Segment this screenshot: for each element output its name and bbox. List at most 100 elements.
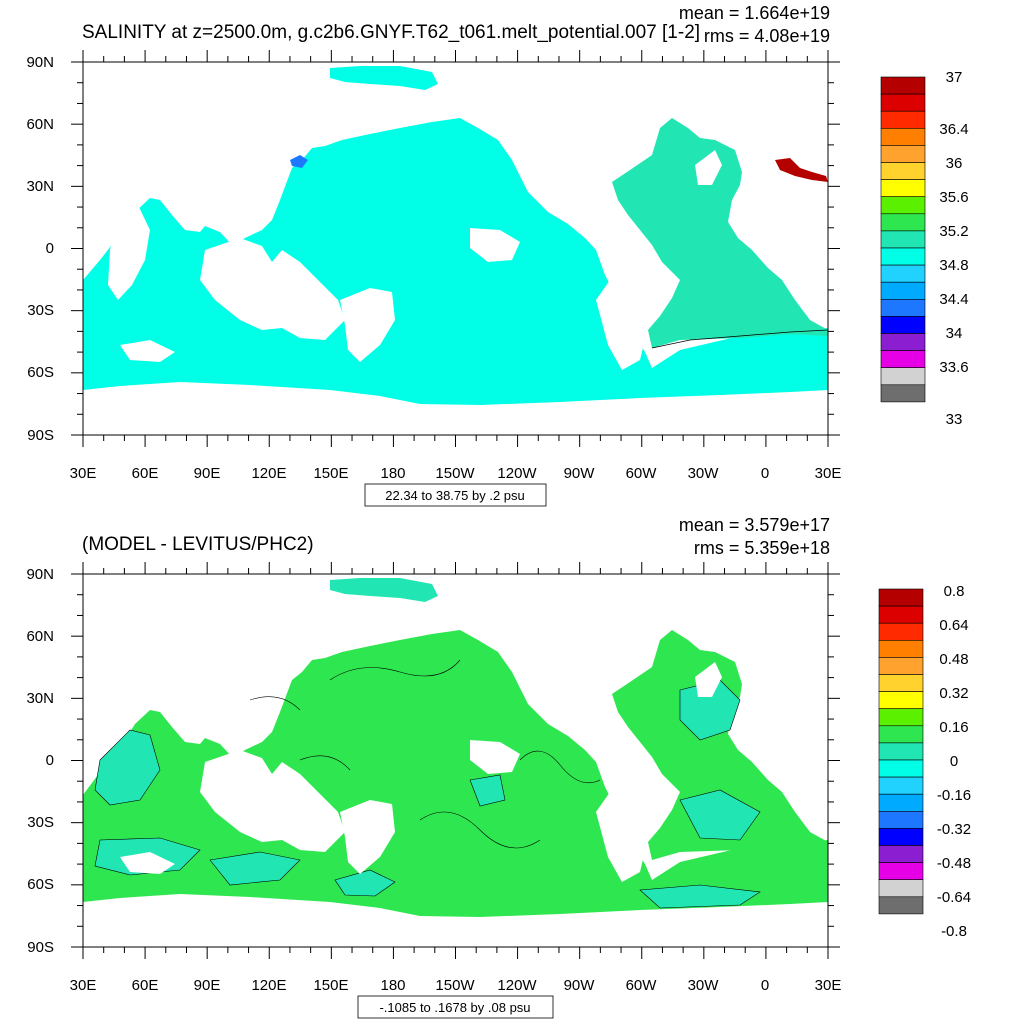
lon-label: 150W: [435, 977, 475, 994]
colorbar-label: 33: [946, 411, 963, 428]
top-contour-info-box: [364, 483, 547, 507]
colorbar-swatch: [880, 213, 926, 232]
lat-label: 60S: [27, 364, 54, 381]
bottom-contour-info: -.1085 to .1678 by .08 psu: [379, 1000, 530, 1015]
colorbar-swatch: [880, 350, 926, 369]
lon-label: 180: [380, 977, 405, 994]
colorbar-swatch: [878, 588, 924, 607]
lon-label: 30W: [688, 465, 720, 482]
lat-label: 30S: [27, 302, 54, 319]
bottom-contour-info-box: [357, 995, 554, 1019]
top-mean: mean = 1.664e+19: [679, 3, 830, 23]
top-colorbar-labels: 37 36.4 36 35.6 35.2 34.8 34.4 34 33.6 3…: [939, 69, 968, 428]
lat-label: 60S: [27, 876, 54, 893]
lon-label: 60W: [626, 977, 658, 994]
lon-label: 90E: [194, 977, 221, 994]
top-panel: SALINITY at z=2500.0m, g.c2b6.GNYF.T62_t…: [26, 3, 969, 507]
colorbar-swatch: [880, 333, 926, 351]
colorbar-label: 0.8: [944, 583, 965, 600]
lon-label: 30W: [688, 977, 720, 994]
colorbar-label: 0.48: [939, 651, 968, 668]
colorbar-swatch: [880, 230, 926, 249]
lon-label: 30E: [70, 977, 97, 994]
colorbar-label: 36: [946, 155, 963, 172]
colorbar-label: 34: [946, 325, 963, 342]
colorbar-swatch: [880, 179, 926, 198]
bottom-colorbar-labels: 0.8 0.64 0.48 0.32 0.16 0 -0.16 -0.32 -0…: [937, 583, 971, 940]
lat-label: 30N: [26, 178, 54, 195]
top-contour-info: 22.34 to 38.75 by .2 psu: [385, 488, 525, 503]
top-colorbar: [880, 76, 926, 403]
lon-label: 150E: [313, 977, 348, 994]
bottom-mean: mean = 3.579e+17: [679, 515, 830, 535]
top-rms: rms = 4.08e+19: [704, 26, 830, 46]
top-ocean: [83, 118, 828, 405]
lon-label: 90W: [564, 465, 596, 482]
colorbar-swatch: [878, 622, 924, 641]
top-arctic: [330, 66, 438, 90]
colorbar-label: 35.2: [939, 223, 968, 240]
colorbar-swatch: [878, 708, 924, 727]
lat-label: 30S: [27, 814, 54, 831]
colorbar-swatch: [880, 196, 926, 215]
colorbar-swatch: [880, 128, 926, 146]
lon-label: 60E: [132, 977, 159, 994]
colorbar-swatch: [878, 862, 924, 880]
bottom-map: [71, 562, 840, 959]
top-land: [108, 150, 722, 370]
lon-label: 60W: [626, 465, 658, 482]
colorbar-swatch: [880, 298, 926, 317]
lat-label: 60N: [26, 116, 54, 133]
colorbar-label: -0.64: [937, 889, 971, 906]
colorbar-swatch: [878, 725, 924, 744]
colorbar-swatch: [878, 810, 924, 829]
lat-label: 90N: [26, 54, 54, 71]
lon-label: 30E: [70, 465, 97, 482]
top-title: SALINITY at z=2500.0m, g.c2b6.GNYF.T62_t…: [82, 22, 700, 43]
colorbar-label: -0.48: [937, 855, 971, 872]
lon-label: 150W: [435, 465, 475, 482]
bottom-contours: [249, 659, 601, 849]
colorbar-swatch: [880, 264, 926, 283]
colorbar-swatch: [880, 76, 926, 95]
lon-label: 120W: [497, 465, 537, 482]
bottom-title: (MODEL - LEVITUS/PHC2): [82, 534, 314, 555]
lat-label: 90S: [27, 939, 54, 956]
colorbar-label: 33.6: [939, 359, 968, 376]
lat-label: 90S: [27, 427, 54, 444]
bottom-land: [120, 662, 722, 882]
lon-label: 60E: [132, 465, 159, 482]
lon-label: 90W: [564, 977, 596, 994]
bottom-atlantic: [612, 630, 828, 860]
colorbar-swatch: [880, 93, 926, 112]
top-contour-line: [651, 329, 828, 349]
colorbar-swatch: [878, 793, 924, 812]
top-ticks: [71, 50, 840, 447]
colorbar-label: 34.8: [939, 257, 968, 274]
colorbar-swatch: [880, 162, 926, 180]
colorbar-label: 0.16: [939, 719, 968, 736]
top-atlantic: [612, 118, 828, 348]
colorbar-label: 37: [946, 69, 963, 86]
bottom-arctic: [330, 578, 438, 602]
lon-label: 120E: [251, 465, 286, 482]
colorbar-swatch: [878, 828, 924, 846]
colorbar-swatch: [878, 759, 924, 778]
lat-label: 90N: [26, 566, 54, 583]
lon-label: 30E: [815, 465, 842, 482]
colorbar-swatch: [880, 316, 926, 334]
bottom-ticks: [71, 562, 840, 959]
colorbar-swatch: [880, 247, 926, 266]
lon-label: 0: [761, 465, 769, 482]
colorbar-label: 34.4: [939, 291, 968, 308]
lat-label: 30N: [26, 690, 54, 707]
colorbar-swatch: [878, 845, 924, 863]
colorbar-swatch: [878, 776, 924, 795]
colorbar-swatch: [878, 639, 924, 658]
colorbar-label: -0.32: [937, 821, 971, 838]
colorbar-label: 36.4: [939, 121, 968, 138]
lat-label: 0: [46, 240, 54, 257]
colorbar-label: 0: [950, 753, 958, 770]
colorbar-swatch: [880, 367, 926, 386]
